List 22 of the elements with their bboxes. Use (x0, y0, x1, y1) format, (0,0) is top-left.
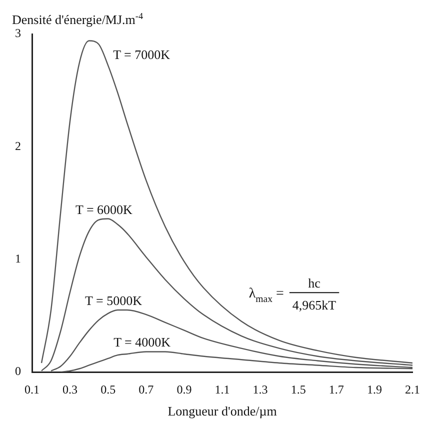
y-tick-label: 3 (15, 26, 21, 40)
series-label: T = 7000K (113, 46, 171, 62)
x-tick-label: 1.9 (366, 382, 382, 396)
y-tick-label: 2 (15, 138, 21, 153)
series-label: T = 4000K (114, 334, 172, 350)
x-tick-label: 1.5 (290, 382, 306, 396)
x-tick-label: 1.1 (214, 382, 230, 396)
x-tick-label: 0.3 (62, 382, 78, 396)
x-tick-label: 0.5 (100, 382, 116, 396)
y-tick-label: 0 (15, 364, 21, 378)
annotation: 4,965kT (292, 298, 336, 313)
x-tick-label: 0.7 (138, 382, 154, 396)
y-tick-label: 1 (15, 251, 21, 266)
annotation: hc (308, 276, 321, 291)
x-tick-label: 0.1 (24, 382, 40, 396)
x-tick-label: 0.9 (176, 382, 192, 396)
series-label: T = 6000K (76, 202, 134, 217)
x-tick-label: 1.3 (252, 382, 268, 396)
series-label: T = 5000K (85, 293, 143, 308)
x-tick-label: 2.1 (405, 382, 420, 396)
x-tick-label: 1.7 (328, 382, 344, 396)
x-axis-title: Longueur d'onde/µm (168, 404, 277, 419)
